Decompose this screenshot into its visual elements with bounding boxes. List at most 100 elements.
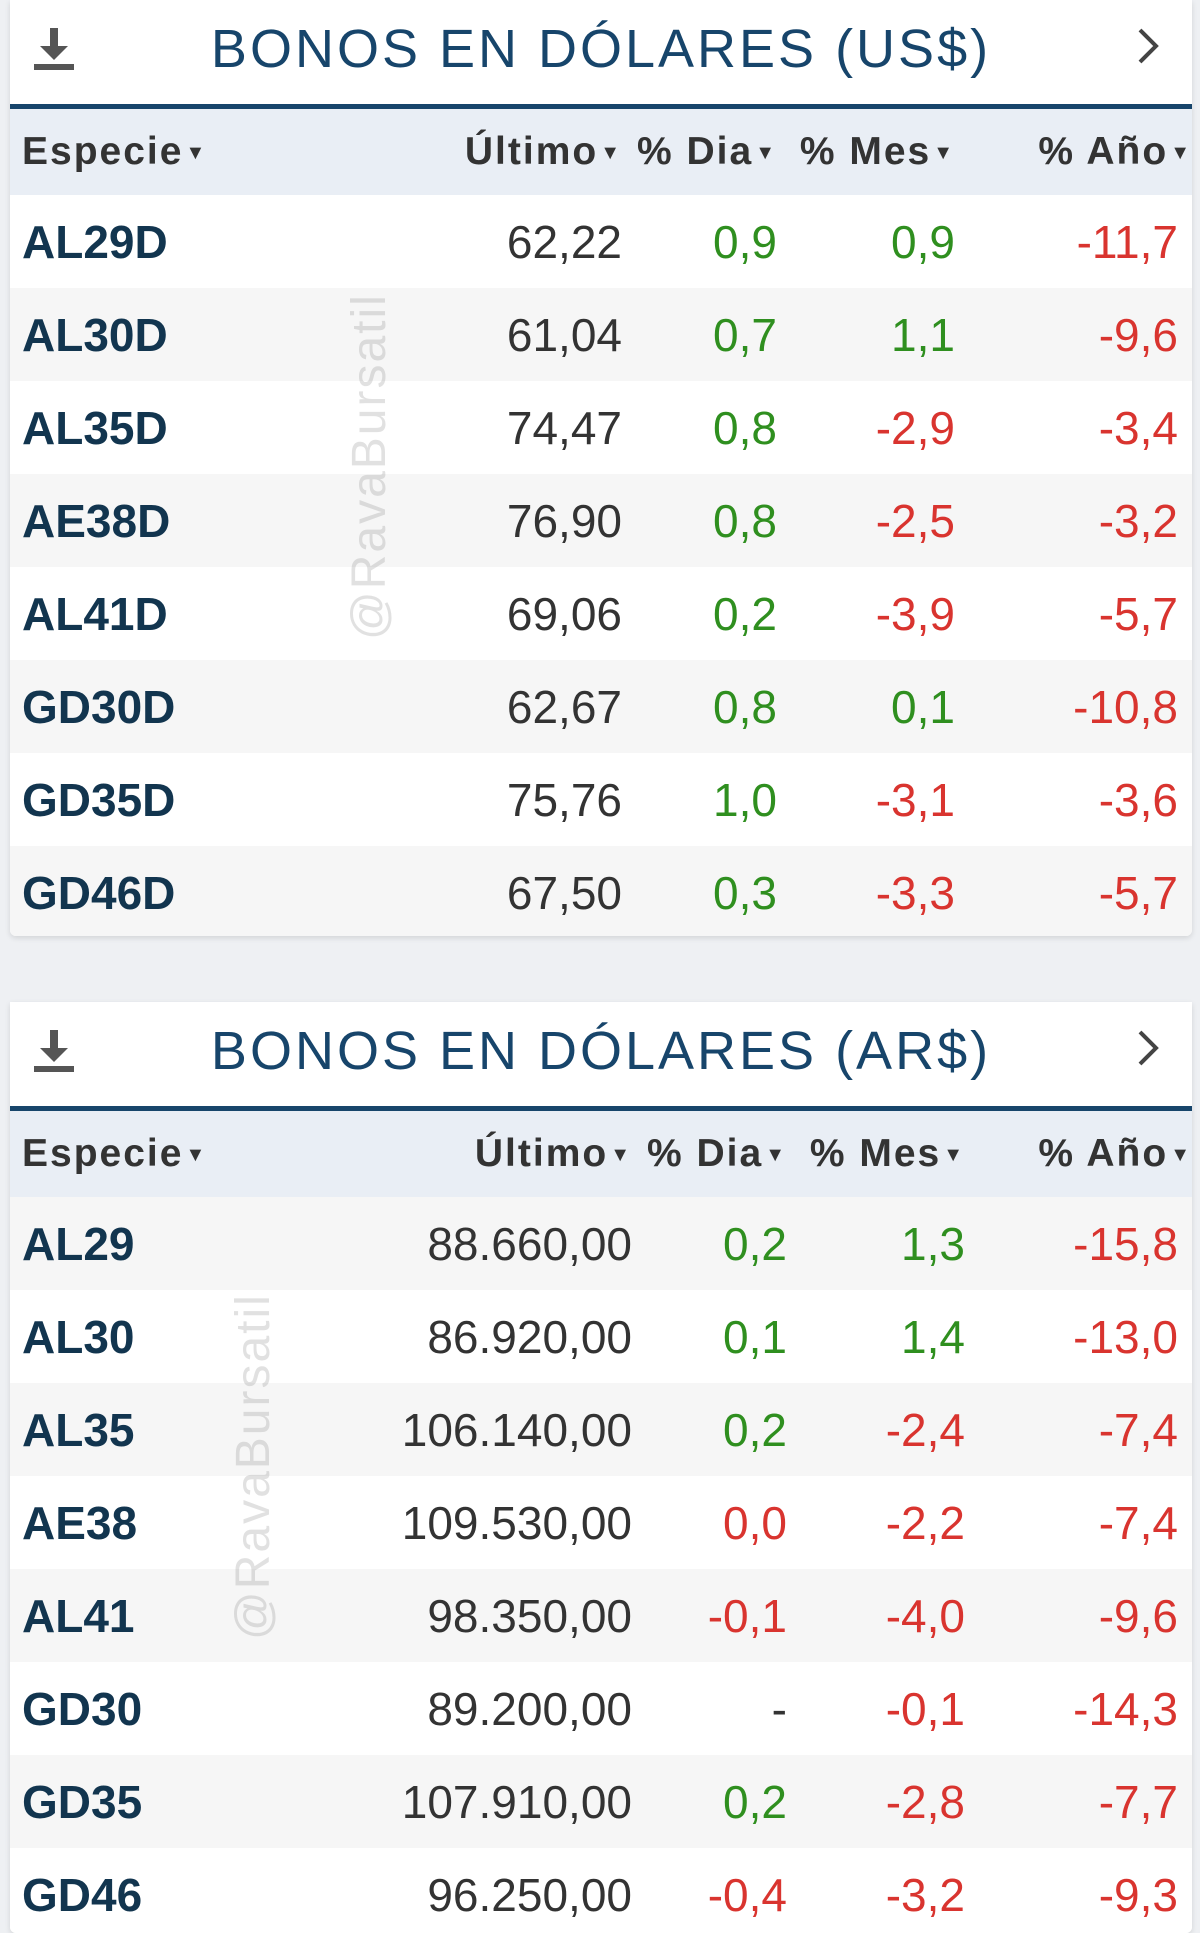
change-year: -10,8 <box>955 660 1192 753</box>
change-month: 0,1 <box>777 660 955 753</box>
table-row[interactable]: GD30D 62,67 0,8 0,1 -10,8 <box>10 660 1192 753</box>
change-month: 0,9 <box>777 195 955 288</box>
table-row[interactable]: GD35 107.910,00 0,2 -2,8 -7,7 <box>10 1755 1192 1848</box>
table-row[interactable]: GD35D 75,76 1,0 -3,1 -3,6 <box>10 753 1192 846</box>
bond-ticker[interactable]: GD46D <box>10 846 380 936</box>
last-price: 109.530,00 <box>280 1476 632 1569</box>
change-day: 0,2 <box>632 1197 787 1290</box>
caret-down-icon: ▼ <box>765 1144 787 1167</box>
table-row[interactable]: AL35D 74,47 0,8 -2,9 -3,4 <box>10 381 1192 474</box>
change-day: 0,2 <box>622 567 777 660</box>
change-month: -2,9 <box>777 381 955 474</box>
change-year: -7,4 <box>965 1476 1192 1569</box>
last-price: 88.660,00 <box>280 1197 632 1290</box>
column-header-mes[interactable]: % Mes ▼ <box>787 1111 965 1197</box>
change-day: 0,3 <box>622 846 777 936</box>
table-row[interactable]: AE38 109.530,00 0,0 -2,2 -7,4 <box>10 1476 1192 1569</box>
last-price: 107.910,00 <box>280 1755 632 1848</box>
change-year: -15,8 <box>965 1197 1192 1290</box>
bond-ticker[interactable]: AL41 <box>10 1569 280 1662</box>
panel-title: BONOS EN DÓLARES (US$) <box>210 19 992 79</box>
bond-ticker[interactable]: AL30D <box>10 288 380 381</box>
column-header-ano[interactable]: % Año ▼ <box>955 109 1192 195</box>
download-icon[interactable] <box>32 1028 76 1074</box>
change-year: -3,4 <box>955 381 1192 474</box>
last-price: 74,47 <box>380 381 622 474</box>
bond-ticker[interactable]: GD35D <box>10 753 380 846</box>
change-month: -3,1 <box>777 753 955 846</box>
last-price: 61,04 <box>380 288 622 381</box>
column-header-mes[interactable]: % Mes ▼ <box>777 109 955 195</box>
change-day: 0,1 <box>632 1290 787 1383</box>
chevron-right-icon[interactable] <box>1136 26 1162 66</box>
table-row[interactable]: AE38D 76,90 0,8 -2,5 -3,2 <box>10 474 1192 567</box>
table-row[interactable]: AL29 88.660,00 0,2 1,3 -15,8 <box>10 1197 1192 1290</box>
change-month: -2,5 <box>777 474 955 567</box>
download-icon[interactable] <box>32 26 76 72</box>
bond-ticker[interactable]: AE38 <box>10 1476 280 1569</box>
table-row[interactable]: AL41 98.350,00 -0,1 -4,0 -9,6 <box>10 1569 1192 1662</box>
column-header-ultimo[interactable]: Último ▼ <box>280 1111 632 1197</box>
column-header-especie[interactable]: Especie ▼ <box>10 1111 280 1197</box>
change-day: 0,2 <box>632 1383 787 1476</box>
last-price: 62,67 <box>380 660 622 753</box>
change-day: 0,7 <box>622 288 777 381</box>
caret-down-icon: ▼ <box>1170 142 1192 165</box>
table-row[interactable]: AL30D 61,04 0,7 1,1 -9,6 <box>10 288 1192 381</box>
change-day: -0,4 <box>632 1848 787 1933</box>
caret-down-icon: ▼ <box>185 1144 208 1167</box>
change-month: -3,2 <box>787 1848 965 1933</box>
table-row[interactable]: AL41D 69,06 0,2 -3,9 -5,7 <box>10 567 1192 660</box>
last-price: 106.140,00 <box>280 1383 632 1476</box>
column-header-ano[interactable]: % Año ▼ <box>965 1111 1192 1197</box>
column-header-dia[interactable]: % Dia ▼ <box>632 1111 787 1197</box>
column-header-ultimo[interactable]: Último ▼ <box>380 109 622 195</box>
column-header-especie[interactable]: Especie ▼ <box>10 109 380 195</box>
last-price: 75,76 <box>380 753 622 846</box>
bonds-table: Especie ▼ Último ▼ % Dia ▼ % Mes ▼ % Año ▼ AL… <box>10 1111 1192 1933</box>
change-month: -2,4 <box>787 1383 965 1476</box>
bond-ticker[interactable]: AL29D <box>10 195 380 288</box>
last-price: 67,50 <box>380 846 622 936</box>
bond-ticker[interactable]: GD46 <box>10 1848 280 1933</box>
change-year: -13,0 <box>965 1290 1192 1383</box>
caret-down-icon: ▼ <box>943 1144 965 1167</box>
table-row[interactable]: AL30 86.920,00 0,1 1,4 -13,0 <box>10 1290 1192 1383</box>
change-year: -9,6 <box>955 288 1192 381</box>
table-row[interactable]: AL35 106.140,00 0,2 -2,4 -7,4 <box>10 1383 1192 1476</box>
table-header-row: Especie ▼ Último ▼ % Dia ▼ % Mes ▼ % Año ▼ <box>10 1111 1192 1197</box>
change-day: 1,0 <box>622 753 777 846</box>
table-row[interactable]: GD46 96.250,00 -0,4 -3,2 -9,3 <box>10 1848 1192 1933</box>
change-year: -14,3 <box>965 1662 1192 1755</box>
bond-ticker[interactable]: GD30 <box>10 1662 280 1755</box>
bond-ticker[interactable]: AL30 <box>10 1290 280 1383</box>
bond-ticker[interactable]: AL29 <box>10 1197 280 1290</box>
bond-ticker[interactable]: AL35 <box>10 1383 280 1476</box>
change-year: -5,7 <box>955 567 1192 660</box>
bond-ticker[interactable]: AE38D <box>10 474 380 567</box>
bond-ticker[interactable]: AL35D <box>10 381 380 474</box>
table-row[interactable]: GD30 89.200,00 - -0,1 -14,3 <box>10 1662 1192 1755</box>
change-day: 0,2 <box>632 1755 787 1848</box>
last-price: 98.350,00 <box>280 1569 632 1662</box>
change-day: -0,1 <box>632 1569 787 1662</box>
change-month: -2,2 <box>787 1476 965 1569</box>
change-year: -3,2 <box>955 474 1192 567</box>
change-month: 1,3 <box>787 1197 965 1290</box>
bond-ticker[interactable]: GD30D <box>10 660 380 753</box>
table-row[interactable]: GD46D 67,50 0,3 -3,3 -5,7 <box>10 846 1192 936</box>
last-price: 89.200,00 <box>280 1662 632 1755</box>
caret-down-icon: ▼ <box>610 1144 632 1167</box>
change-year: -7,4 <box>965 1383 1192 1476</box>
bond-ticker[interactable]: GD35 <box>10 1755 280 1848</box>
change-year: -5,7 <box>955 846 1192 936</box>
last-price: 62,22 <box>380 195 622 288</box>
table-row[interactable]: AL29D 62,22 0,9 0,9 -11,7 <box>10 195 1192 288</box>
bond-ticker[interactable]: AL41D <box>10 567 380 660</box>
change-day: 0,8 <box>622 660 777 753</box>
chevron-right-icon[interactable] <box>1136 1028 1162 1068</box>
change-month: -0,1 <box>787 1662 965 1755</box>
change-day: 0,0 <box>632 1476 787 1569</box>
column-header-dia[interactable]: % Dia ▼ <box>622 109 777 195</box>
change-day: 0,8 <box>622 474 777 567</box>
